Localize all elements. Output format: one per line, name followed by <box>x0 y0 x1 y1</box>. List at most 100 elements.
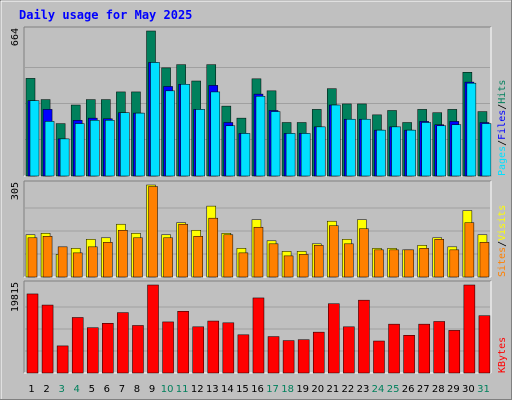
bar-pages-4 <box>74 123 85 177</box>
bar-pages-19 <box>300 133 311 177</box>
bar-pages-1 <box>29 100 40 177</box>
day-label-7: 7 <box>119 384 125 395</box>
day-label-12: 12 <box>191 384 204 395</box>
bar-sites-5 <box>88 246 98 278</box>
bar-kbytes-29 <box>448 330 461 374</box>
bar-kbytes-30 <box>463 284 476 374</box>
bar-kbytes-14 <box>222 322 235 374</box>
legend-bottom: KBytes <box>497 337 508 373</box>
bar-pages-24 <box>376 129 386 177</box>
bar-sites-18 <box>283 255 294 278</box>
y-max-label-bottom: 19815 <box>10 282 21 312</box>
bar-kbytes-3 <box>56 345 69 374</box>
bar-sites-12 <box>193 236 203 278</box>
bar-pages-26 <box>406 129 416 177</box>
day-label-2: 2 <box>43 384 49 395</box>
day-label-18: 18 <box>281 384 294 395</box>
bar-kbytes-18 <box>282 340 295 374</box>
bar-sites-13 <box>208 217 219 278</box>
bar-sites-21 <box>329 225 339 278</box>
bar-sites-11 <box>178 223 188 278</box>
bar-kbytes-7 <box>117 312 129 374</box>
day-label-22: 22 <box>342 384 355 395</box>
bar-kbytes-28 <box>433 321 445 374</box>
bar-sites-24 <box>374 249 384 278</box>
bar-pages-28 <box>436 125 446 177</box>
day-label-8: 8 <box>134 384 140 395</box>
day-label-25: 25 <box>387 384 400 395</box>
bar-kbytes-12 <box>192 326 204 374</box>
day-axis-labels: 1 2 3 4 5 6 7 8 9 10 11 12 13 14 15 16 17 18 19 20 21 22 23 24 2… <box>28 384 489 395</box>
legend-item: KBytes <box>497 337 508 373</box>
day-label-16: 16 <box>251 384 264 395</box>
bar-pages-30 <box>466 82 477 177</box>
bar-sites-16 <box>253 226 264 278</box>
y-max-label-middle: 305 <box>10 182 21 200</box>
bar-kbytes-11 <box>177 311 189 374</box>
bar-sites-31 <box>479 242 490 278</box>
y-max-label-top: 664 <box>10 28 21 46</box>
bar-kbytes-31 <box>478 315 491 374</box>
bar-pages-20 <box>315 126 326 177</box>
day-label-1: 1 <box>28 384 34 395</box>
bar-kbytes-4 <box>71 317 84 374</box>
day-label-19: 19 <box>296 384 309 395</box>
bar-sites-14 <box>223 234 234 278</box>
bar-sites-15 <box>238 252 249 278</box>
day-label-24: 24 <box>372 384 385 395</box>
bar-sites-25 <box>389 249 399 278</box>
bar-sites-3 <box>57 246 68 278</box>
bar-sites-29 <box>449 249 460 278</box>
day-label-26: 26 <box>402 384 415 395</box>
bar-pages-18 <box>285 133 296 177</box>
day-label-31: 31 <box>477 384 490 395</box>
bar-kbytes-15 <box>237 334 250 374</box>
legend-middle: Sites/Visits <box>497 205 508 277</box>
bar-pages-25 <box>391 126 401 177</box>
day-label-28: 28 <box>432 384 445 395</box>
bar-kbytes-10 <box>162 321 174 374</box>
bar-kbytes-23 <box>358 299 370 374</box>
bar-pages-2 <box>44 121 55 177</box>
day-label-15: 15 <box>236 384 249 395</box>
day-label-14: 14 <box>221 384 234 395</box>
bar-pages-17 <box>270 111 281 177</box>
bar-kbytes-8 <box>132 325 144 374</box>
bar-sites-30 <box>464 222 475 278</box>
bar-pages-31 <box>481 123 492 177</box>
bar-sites-19 <box>298 254 309 278</box>
bar-sites-1 <box>27 237 38 278</box>
bar-pages-15 <box>240 133 251 177</box>
legend-item: Files <box>497 110 508 140</box>
bar-pages-14 <box>225 125 236 177</box>
bar-sites-8 <box>133 237 143 278</box>
bar-sites-10 <box>163 237 173 278</box>
bar-pages-23 <box>361 118 371 177</box>
bar-pages-9 <box>150 62 160 177</box>
bar-sites-26 <box>404 249 414 278</box>
legend-top: Pages/Files/Hits <box>497 80 508 176</box>
bar-pages-6 <box>105 120 115 177</box>
bar-pages-21 <box>331 104 341 177</box>
bar-sites-17 <box>268 243 279 278</box>
bar-kbytes-16 <box>252 297 265 374</box>
day-label-20: 20 <box>311 384 324 395</box>
day-label-27: 27 <box>417 384 430 395</box>
day-label-4: 4 <box>74 384 80 395</box>
panel-middle: 305 Sites/Visits <box>10 180 508 278</box>
bar-kbytes-5 <box>87 327 99 374</box>
legend-item: / <box>497 241 508 247</box>
legend-item: Sites <box>497 247 508 277</box>
legend-item: Visits <box>497 205 508 241</box>
bar-kbytes-2 <box>41 304 54 374</box>
bar-pages-10 <box>165 90 175 177</box>
bar-pages-27 <box>421 122 431 177</box>
day-label-17: 17 <box>266 384 279 395</box>
bar-sites-9 <box>148 186 158 278</box>
legend-item: Pages <box>497 146 508 176</box>
bar-sites-20 <box>313 245 324 278</box>
bar-kbytes-13 <box>207 320 220 374</box>
legend-item: / <box>497 104 508 110</box>
